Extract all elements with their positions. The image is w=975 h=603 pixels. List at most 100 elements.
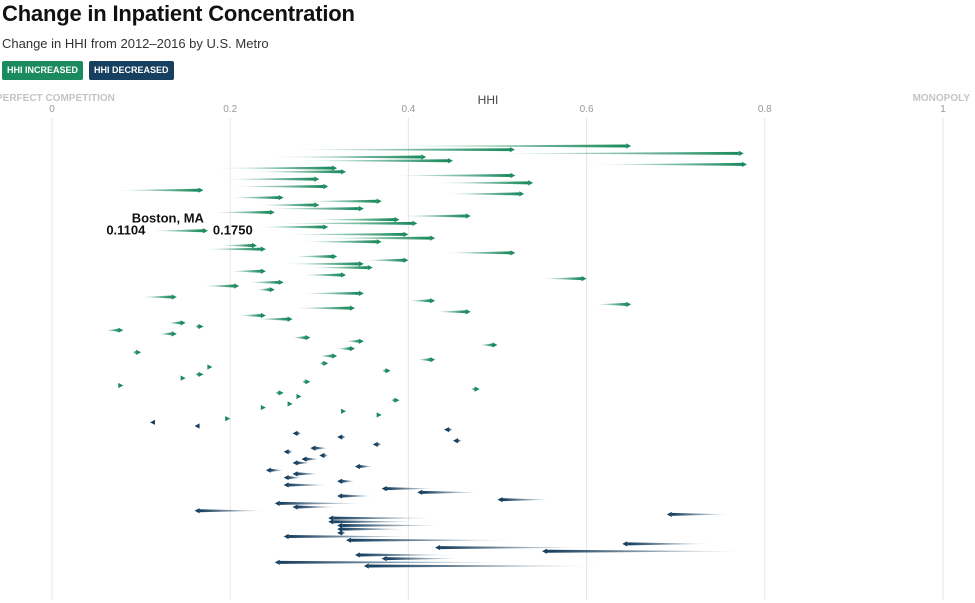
arrow-increased[interactable] (248, 169, 347, 175)
arrow-increased[interactable] (132, 349, 142, 355)
arrow-decreased[interactable] (292, 471, 320, 477)
arrow-increased[interactable] (141, 294, 177, 300)
arrow-increased[interactable] (180, 375, 186, 381)
arrow-increased[interactable] (310, 264, 373, 271)
arrow-increased[interactable] (310, 217, 400, 223)
arrow-increased[interactable] (256, 316, 293, 322)
arrow-decreased[interactable] (497, 497, 551, 503)
arrow-increased[interactable] (363, 257, 409, 263)
arrow-increased[interactable] (225, 416, 231, 422)
arrow-increased[interactable] (319, 353, 338, 359)
arrow-decreased[interactable] (194, 423, 200, 429)
arrow-increased[interactable] (390, 172, 516, 179)
arrow-increased[interactable] (292, 158, 453, 164)
arrow-increased[interactable] (283, 261, 364, 267)
arrow-increased[interactable] (105, 327, 124, 333)
arrow-increased[interactable] (248, 279, 284, 285)
arrow-increased[interactable] (167, 320, 186, 326)
arrow-increased[interactable] (296, 393, 302, 400)
arrow-increased[interactable] (479, 342, 498, 348)
arrow-decreased[interactable] (274, 559, 516, 565)
arrow-increased[interactable] (274, 390, 284, 396)
arrow-decreased[interactable] (444, 427, 453, 433)
arrow-increased[interactable] (586, 161, 747, 168)
arrow-increased[interactable] (542, 276, 587, 282)
arrow-decreased[interactable] (354, 552, 453, 558)
arrow-increased[interactable] (399, 213, 471, 219)
arrow-decreased[interactable] (354, 463, 373, 470)
arrow-decreased[interactable] (283, 449, 293, 455)
arrow-increased[interactable] (256, 287, 275, 293)
legend-increased[interactable]: HHI INCREASED (2, 61, 84, 80)
arrow-increased[interactable] (194, 371, 204, 378)
arrow-increased[interactable] (230, 268, 266, 274)
arrow-increased[interactable] (479, 150, 744, 156)
arrow-increased[interactable] (212, 209, 275, 215)
arrow-decreased[interactable] (417, 489, 480, 495)
arrow-increased[interactable] (372, 143, 632, 149)
arrow-decreased[interactable] (292, 460, 311, 466)
arrow-decreased[interactable] (150, 419, 156, 425)
arrow-increased[interactable] (158, 331, 177, 337)
arrow-decreased[interactable] (381, 556, 462, 562)
arrow-decreased[interactable] (452, 438, 462, 444)
arrow-increased[interactable] (212, 165, 338, 171)
arrow-increased[interactable] (265, 154, 427, 160)
arrow-increased[interactable] (444, 250, 516, 256)
arrow-increased[interactable] (444, 191, 525, 197)
arrow-increased[interactable] (230, 183, 329, 190)
arrow-increased[interactable] (319, 360, 329, 366)
arrow-decreased[interactable] (328, 519, 418, 525)
arrow-decreased[interactable] (283, 474, 302, 481)
arrow-decreased[interactable] (265, 467, 284, 473)
arrow-increased[interactable] (301, 239, 382, 245)
arrow-decreased[interactable] (301, 456, 320, 462)
arrow-increased[interactable] (194, 323, 204, 330)
arrow-increased[interactable] (239, 312, 266, 319)
arrow-increased[interactable] (283, 147, 515, 153)
arrow-decreased[interactable] (274, 500, 364, 506)
arrow-increased[interactable] (435, 180, 534, 186)
arrow-decreased[interactable] (292, 504, 338, 510)
arrow-increased[interactable] (203, 246, 266, 252)
arrow-increased[interactable] (283, 231, 409, 238)
arrow-decreased[interactable] (194, 508, 266, 514)
arrow-increased[interactable] (435, 309, 471, 315)
arrow-increased[interactable] (256, 224, 329, 230)
arrow-decreased[interactable] (363, 563, 605, 569)
arrow-increased[interactable] (230, 194, 284, 201)
arrow-increased[interactable] (301, 290, 364, 296)
arrow-increased[interactable] (337, 346, 355, 352)
arrow-increased[interactable] (287, 401, 293, 407)
arrow-increased[interactable] (417, 357, 436, 363)
arrow-decreased[interactable] (328, 515, 436, 521)
arrow-decreased[interactable] (666, 511, 730, 518)
arrow-increased[interactable] (341, 408, 347, 414)
arrow-decreased[interactable] (337, 530, 347, 536)
arrow-decreased[interactable] (381, 486, 436, 492)
arrow-increased[interactable] (301, 379, 311, 385)
arrow-increased[interactable] (301, 272, 347, 278)
arrow-increased[interactable] (274, 220, 418, 226)
arrow-decreased[interactable] (435, 544, 587, 551)
arrow-increased[interactable] (221, 242, 257, 249)
arrow-increased[interactable] (292, 305, 355, 311)
arrow-increased[interactable] (346, 338, 364, 344)
arrow-decreased[interactable] (337, 434, 347, 440)
arrow-decreased[interactable] (283, 482, 329, 488)
arrow-increased[interactable] (203, 283, 240, 289)
arrow-increased[interactable] (207, 364, 213, 370)
arrow-decreased[interactable] (542, 548, 747, 554)
arrow-increased[interactable] (595, 301, 632, 308)
arrow-decreased[interactable] (319, 452, 329, 459)
arrow-increased[interactable] (376, 412, 382, 418)
arrow-increased[interactable] (381, 368, 391, 374)
arrow-decreased[interactable] (283, 533, 418, 540)
arrow-increased[interactable] (114, 187, 204, 193)
legend-decreased[interactable]: HHI DECREASED (89, 61, 174, 80)
arrow-increased[interactable] (260, 404, 266, 411)
arrow-decreased[interactable] (622, 541, 712, 547)
arrow-increased[interactable] (256, 202, 320, 208)
arrow-increased[interactable] (470, 386, 480, 392)
arrow-decreased[interactable] (346, 537, 516, 543)
